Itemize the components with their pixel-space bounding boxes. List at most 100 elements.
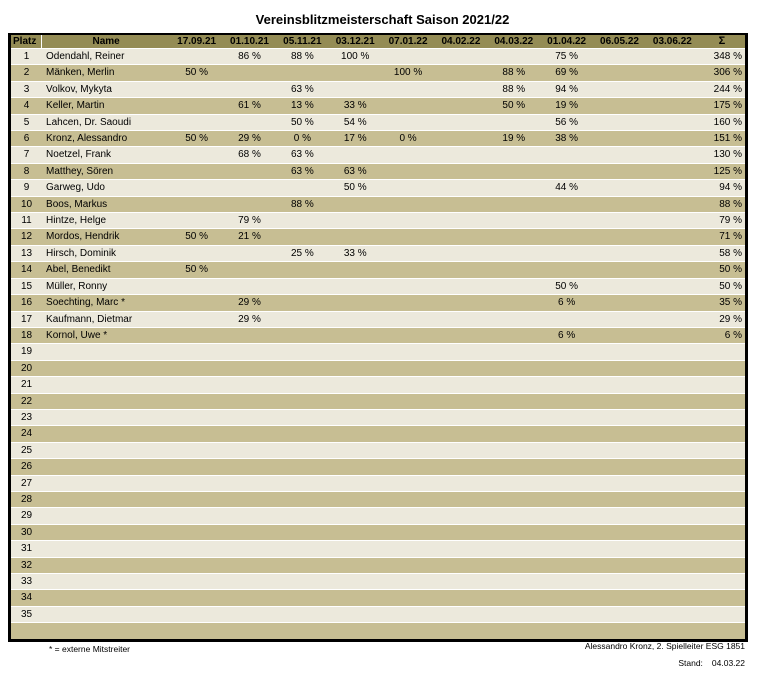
score-cell <box>381 426 435 443</box>
score-cell <box>487 574 541 591</box>
score-cell <box>593 262 646 279</box>
table-row <box>11 623 745 639</box>
score-cell <box>645 196 699 214</box>
score-cell <box>328 327 382 345</box>
name-cell <box>42 491 171 509</box>
score-cell <box>328 196 382 214</box>
score-cell <box>328 524 382 542</box>
score-cell <box>328 409 382 427</box>
score-cell <box>381 557 435 574</box>
score-cell <box>540 442 594 460</box>
score-cell <box>434 245 488 263</box>
score-cell <box>275 606 329 624</box>
header-date: 05.11.21 <box>275 35 329 49</box>
platz-cell: 7 <box>11 147 43 164</box>
platz-cell: 9 <box>11 180 43 197</box>
platz-cell: 30 <box>11 524 43 542</box>
score-cell <box>275 590 329 607</box>
score-cell <box>540 245 594 263</box>
score-cell <box>540 163 594 181</box>
platz-cell: 25 <box>11 442 43 460</box>
score-cell: 50 % <box>170 65 224 82</box>
score-cell <box>223 574 276 591</box>
score-cell <box>275 574 329 591</box>
platz-cell: 15 <box>11 278 43 296</box>
score-cell <box>645 475 699 492</box>
score-cell <box>381 344 435 361</box>
table-body: 1 Odendahl, Reiner 86 % 88 % 100 % 75 % 348 % 2… <box>11 49 745 639</box>
table-row: 11 Hintze, Helge 79 % 79 % <box>11 213 745 230</box>
platz-cell: 16 <box>11 295 43 312</box>
platz-cell: 1 <box>11 49 43 66</box>
score-cell <box>275 524 329 542</box>
score-cell <box>593 180 646 197</box>
score-cell <box>434 557 488 574</box>
score-cell <box>223 409 276 427</box>
score-cell <box>593 114 646 132</box>
score-cell <box>434 180 488 197</box>
platz-cell: 5 <box>11 114 43 132</box>
header-date: 17.09.21 <box>170 35 224 49</box>
name-cell: Garweg, Udo <box>42 180 171 197</box>
score-cell <box>170 81 224 99</box>
score-cell <box>328 557 382 574</box>
score-cell <box>487 557 541 574</box>
table-row: 15 Müller, Ronny 50 % 50 % <box>11 278 745 296</box>
header-date: 01.04.22 <box>540 35 594 49</box>
table-row: 24 <box>11 426 745 443</box>
score-cell <box>645 393 699 410</box>
standings-table: Platz Name 17.09.21 01.10.21 05.11.21 03.12.2… <box>11 35 745 639</box>
score-cell <box>223 475 276 492</box>
sum-cell: 125 % <box>698 163 745 181</box>
score-cell <box>170 606 224 624</box>
score-cell <box>593 541 646 558</box>
name-cell <box>42 393 171 410</box>
score-cell <box>487 426 541 443</box>
header-date: 04.03.22 <box>487 35 541 49</box>
score-cell <box>593 623 646 639</box>
name-cell <box>42 623 171 639</box>
score-cell <box>593 245 646 263</box>
score-cell <box>645 114 699 132</box>
score-cell <box>487 327 541 345</box>
sum-cell <box>698 623 745 639</box>
header-name: Name <box>42 35 171 49</box>
table-row: 35 <box>11 606 745 624</box>
score-cell <box>223 65 276 82</box>
score-cell: 33 % <box>328 98 382 115</box>
score-cell: 63 % <box>328 163 382 181</box>
platz-cell: 18 <box>11 327 43 345</box>
score-cell <box>223 262 276 279</box>
score-cell <box>645 459 699 476</box>
score-cell: 44 % <box>540 180 594 197</box>
score-cell <box>487 623 541 639</box>
score-cell <box>381 377 435 394</box>
score-cell <box>275 459 329 476</box>
score-cell <box>593 65 646 82</box>
score-cell <box>275 442 329 460</box>
score-cell <box>381 360 435 378</box>
score-cell <box>170 147 224 164</box>
score-cell <box>381 508 435 525</box>
sum-cell: 29 % <box>698 311 745 328</box>
external-players-note: * = externe Mitstreiter <box>49 644 131 654</box>
score-cell <box>275 491 329 509</box>
score-cell: 17 % <box>328 131 382 148</box>
score-cell <box>434 344 488 361</box>
score-cell <box>381 229 435 246</box>
standings-table-container: Platz Name 17.09.21 01.10.21 05.11.21 03.12.2… <box>8 33 748 642</box>
score-cell <box>328 360 382 378</box>
sum-cell: 175 % <box>698 98 745 115</box>
name-cell <box>42 459 171 476</box>
sum-cell <box>698 393 745 410</box>
score-cell <box>223 360 276 378</box>
sum-cell <box>698 426 745 443</box>
score-cell: 54 % <box>328 114 382 132</box>
name-cell: Odendahl, Reiner <box>42 49 171 66</box>
score-cell <box>223 163 276 181</box>
platz-cell: 23 <box>11 409 43 427</box>
score-cell <box>540 574 594 591</box>
platz-cell: 34 <box>11 590 43 607</box>
score-cell <box>593 459 646 476</box>
score-cell: 50 % <box>275 114 329 132</box>
